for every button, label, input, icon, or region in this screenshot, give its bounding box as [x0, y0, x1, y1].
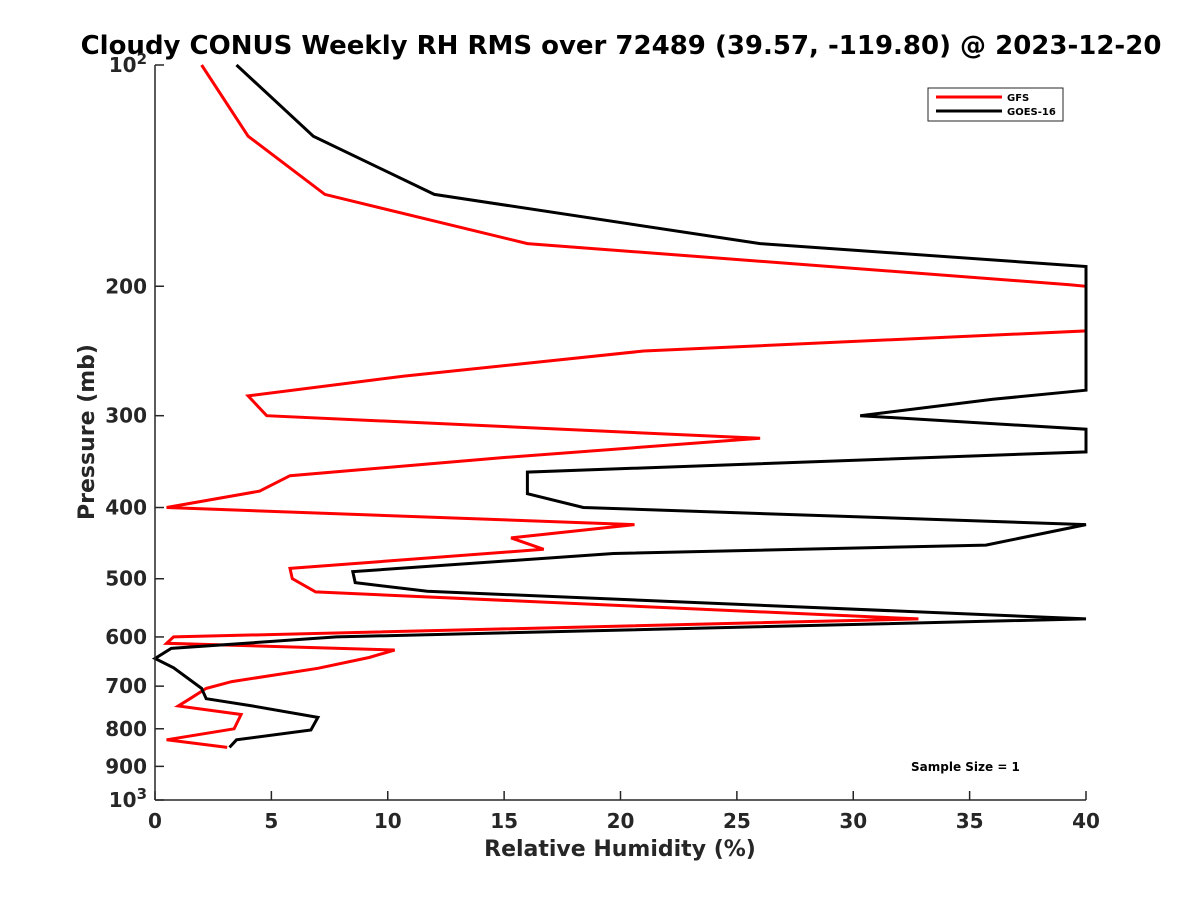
chart-title: Cloudy CONUS Weekly RH RMS over 72489 (3… — [81, 31, 1162, 61]
y-tick-label: 500 — [105, 567, 147, 591]
series-line-goes16 — [151, 63, 1088, 749]
y-tick-label: 900 — [105, 754, 147, 778]
y-tick-label: 102 — [109, 50, 147, 77]
series-layer — [151, 63, 1088, 749]
x-tick-label: 15 — [490, 809, 518, 833]
y-tick-label: 103 — [109, 785, 147, 812]
y-tick-label: 600 — [105, 625, 147, 649]
x-tick-label: 0 — [148, 809, 162, 833]
y-ticks: 102 200 300 400 500 600 700 800 900 103 — [105, 50, 164, 812]
x-tick-label: 10 — [374, 809, 402, 833]
y-tick-label: 300 — [105, 404, 147, 428]
x-tick-label: 25 — [723, 809, 751, 833]
y-axis-label: Pressure (mb) — [75, 344, 100, 520]
legend-box — [927, 87, 1064, 122]
legend-label-goes16: GOES-16 — [1007, 107, 1056, 118]
y-tick-label: 400 — [105, 496, 147, 520]
x-tick-label: 35 — [956, 809, 984, 833]
y-tick-label: 800 — [105, 717, 147, 741]
x-ticks: 0 5 10 15 20 25 30 35 40 — [148, 791, 1100, 833]
x-tick-label: 5 — [264, 809, 278, 833]
x-tick-label: 30 — [839, 809, 867, 833]
x-tick-label: 40 — [1072, 809, 1100, 833]
y-tick-label: 700 — [105, 674, 147, 698]
legend-label-gfs: GFS — [1007, 93, 1029, 104]
sample-size-annotation: Sample Size = 1 — [911, 760, 1020, 774]
legend: GFS GOES-16 — [927, 87, 1064, 122]
x-tick-label: 20 — [607, 809, 635, 833]
x-axis-label: Relative Humidity (%) — [484, 837, 756, 862]
y-tick-label: 200 — [105, 274, 147, 298]
